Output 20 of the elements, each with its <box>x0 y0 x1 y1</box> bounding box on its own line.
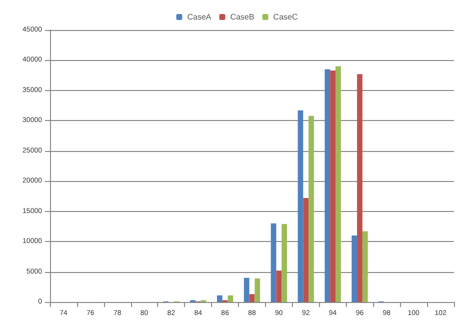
bar <box>324 69 330 302</box>
legend-label: CaseC <box>273 12 298 22</box>
bar <box>270 223 276 302</box>
bar <box>330 70 336 302</box>
bar <box>228 295 234 302</box>
bar <box>308 116 314 302</box>
bar <box>357 74 362 302</box>
bar <box>282 224 288 302</box>
bar <box>216 295 222 302</box>
bar <box>244 278 250 302</box>
bar <box>298 110 304 302</box>
bar <box>362 231 368 302</box>
bar <box>249 294 255 302</box>
bar <box>254 278 260 302</box>
legend-label: CaseA <box>187 12 212 22</box>
bar <box>303 198 309 302</box>
bar <box>276 270 282 302</box>
legend-label: CaseB <box>230 12 254 22</box>
bar <box>352 236 358 302</box>
bar <box>335 66 341 302</box>
